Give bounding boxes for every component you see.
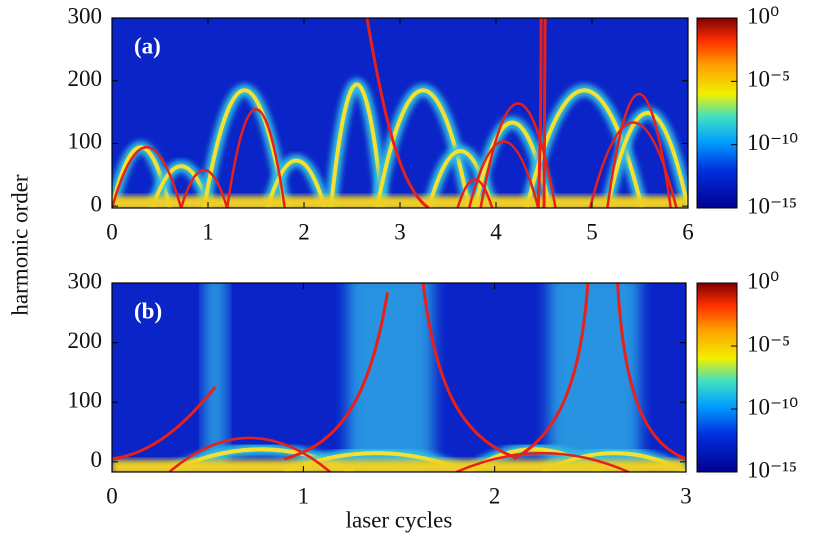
colorbar-tick-label: 10⁻⁵ — [747, 67, 790, 92]
x-tick-label: 6 — [682, 219, 694, 244]
red-trajectory — [168, 436, 331, 472]
y-tick-label: 0 — [91, 191, 103, 216]
x-tick-label: 0 — [106, 483, 118, 508]
plume — [548, 283, 641, 472]
red-trajectory — [112, 386, 217, 461]
arch — [265, 158, 328, 208]
x-tick-label: 3 — [394, 219, 406, 244]
colorbar — [696, 17, 738, 209]
heatmap — [112, 18, 688, 208]
red-trajectory — [455, 451, 630, 472]
y-axis-label: harmonic order — [7, 174, 32, 315]
y-tick-label: 200 — [68, 66, 103, 91]
plume — [347, 283, 434, 472]
colorbar-tick-label: 10⁰ — [747, 268, 779, 293]
red-trajectory — [112, 145, 183, 208]
colorbar-tick-label: 10⁻¹⁵ — [747, 193, 797, 218]
x-tick-label: 2 — [298, 219, 310, 244]
x-tick-label: 2 — [489, 483, 501, 508]
red-trajectory — [225, 108, 287, 208]
panel-label: (b) — [134, 298, 162, 323]
y-tick-label: 100 — [68, 129, 103, 154]
x-tick-label: 3 — [680, 483, 692, 508]
red-trajectory — [456, 178, 494, 208]
plot-frame — [111, 282, 687, 473]
red-trajectory — [365, 18, 430, 208]
colorbar-tick-label: 10⁻¹⁰ — [747, 130, 798, 155]
colorbar-tick-label: 10⁰ — [747, 3, 779, 28]
y-tick-label: 100 — [68, 388, 103, 413]
x-tick-label: 5 — [586, 219, 598, 244]
red-trajectory — [536, 18, 543, 208]
panel-label: (a) — [134, 33, 161, 58]
red-trajectory — [513, 283, 590, 461]
red-trajectory — [616, 283, 686, 461]
arch — [328, 82, 385, 208]
red-trajectory — [542, 18, 547, 208]
y-tick-label: 300 — [68, 268, 103, 293]
arch — [605, 111, 688, 208]
red-trajectory — [606, 93, 672, 208]
red-trajectory — [467, 140, 540, 208]
y-tick-label: 0 — [91, 447, 103, 472]
red-trajectory — [283, 292, 389, 461]
plume — [203, 283, 227, 472]
colorbar-tick-label: 10⁻¹⁰ — [747, 394, 798, 419]
red-trajectory — [179, 168, 229, 208]
colorbar — [696, 282, 738, 473]
red-trajectory — [421, 283, 515, 459]
y-tick-label: 300 — [68, 3, 103, 28]
x-axis-label: laser cycles — [346, 507, 453, 532]
x-tick-label: 1 — [202, 219, 214, 244]
base-band — [112, 460, 686, 472]
x-tick-label: 0 — [106, 219, 118, 244]
y-tick-label: 200 — [68, 328, 103, 353]
heatmap — [112, 283, 686, 472]
red-trajectory — [479, 102, 557, 208]
x-tick-label: 4 — [490, 219, 502, 244]
x-tick-label: 1 — [298, 483, 310, 508]
colorbar-tick-label: 10⁻¹⁵ — [747, 457, 797, 482]
colorbar-tick-label: 10⁻⁵ — [747, 331, 790, 356]
arch — [202, 88, 287, 208]
